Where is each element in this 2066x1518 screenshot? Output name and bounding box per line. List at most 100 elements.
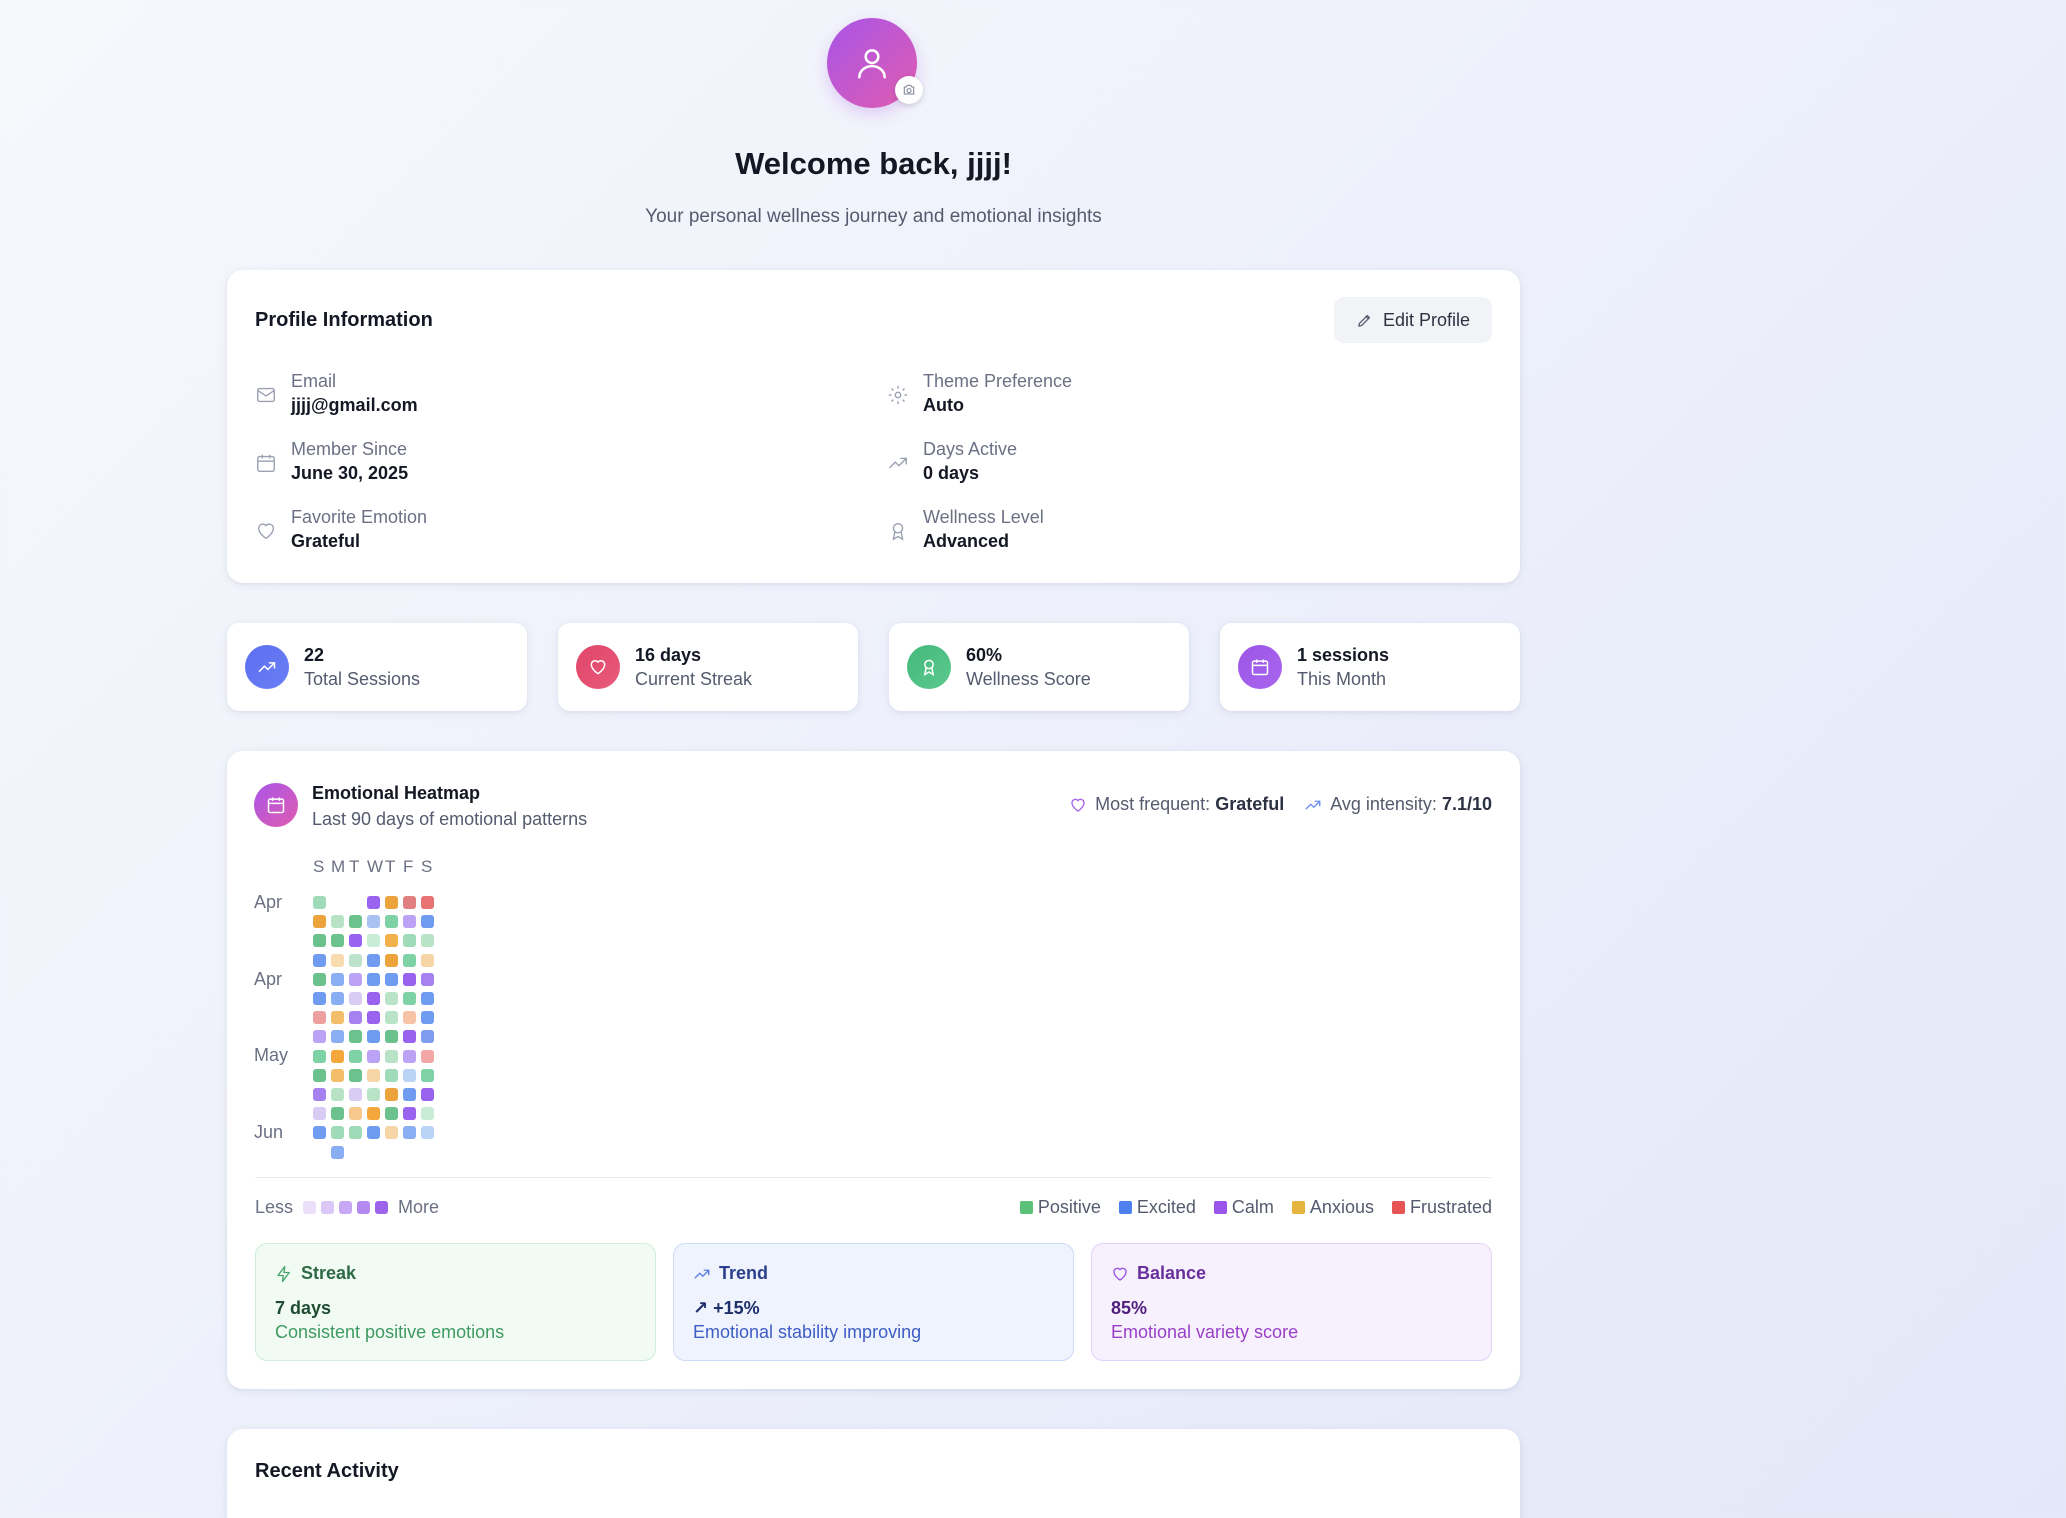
heatmap-cell[interactable]: [421, 1011, 434, 1025]
heatmap-cell[interactable]: [385, 1107, 398, 1121]
heatmap-cell[interactable]: [313, 896, 326, 909]
heatmap-cell[interactable]: [367, 915, 380, 929]
heatmap-cell[interactable]: [367, 896, 380, 909]
heatmap-cell[interactable]: [367, 1126, 380, 1140]
heatmap-cell[interactable]: [385, 1126, 398, 1140]
heatmap-cell[interactable]: [403, 1011, 416, 1025]
heatmap-cell[interactable]: [403, 915, 416, 929]
heatmap-cell[interactable]: [403, 992, 416, 1005]
heatmap-cell[interactable]: [367, 1107, 380, 1121]
heatmap-cell[interactable]: [385, 1068, 398, 1082]
emotional-heatmap-card: Emotional Heatmap Last 90 days of emotio…: [227, 751, 1520, 1389]
heatmap-cell[interactable]: [349, 953, 362, 967]
heatmap-cell[interactable]: [403, 896, 416, 909]
heatmap-cell[interactable]: [313, 972, 326, 986]
heatmap-cell[interactable]: [331, 1049, 344, 1063]
heatmap-cell[interactable]: [349, 1049, 362, 1063]
heatmap-cell[interactable]: [403, 1068, 416, 1082]
heatmap-cell[interactable]: [331, 1145, 344, 1159]
heatmap-cell[interactable]: [403, 1088, 416, 1101]
heatmap-cell[interactable]: [313, 1068, 326, 1082]
heatmap-cell[interactable]: [403, 972, 416, 986]
heatmap-cell[interactable]: [385, 934, 398, 948]
heatmap-cell[interactable]: [349, 934, 362, 948]
heatmap-cell[interactable]: [367, 1068, 380, 1082]
heatmap-cell[interactable]: [331, 1107, 344, 1121]
heatmap-cell[interactable]: [385, 1030, 398, 1044]
heatmap-cell[interactable]: [421, 1088, 434, 1101]
heatmap-cell[interactable]: [331, 992, 344, 1005]
heatmap-cell[interactable]: [421, 972, 434, 986]
heatmap-cell[interactable]: [367, 1011, 380, 1025]
heatmap-cell[interactable]: [403, 1049, 416, 1063]
heatmap-cell[interactable]: [421, 896, 434, 909]
heatmap-cell[interactable]: [421, 992, 434, 1005]
heatmap-cell[interactable]: [385, 896, 398, 909]
heatmap-cell[interactable]: [421, 1068, 434, 1082]
heatmap-cell[interactable]: [313, 1011, 326, 1025]
heatmap-cell[interactable]: [349, 1107, 362, 1121]
heatmap-cell[interactable]: [385, 915, 398, 929]
heart-icon: [257, 523, 275, 540]
heatmap-cell[interactable]: [421, 1030, 434, 1044]
heatmap-cell[interactable]: [313, 1088, 326, 1101]
heatmap-cell[interactable]: [331, 1011, 344, 1025]
heatmap-cell[interactable]: [367, 1088, 380, 1101]
heart-icon: [590, 660, 606, 675]
heatmap-cell[interactable]: [331, 972, 344, 986]
heatmap-cell[interactable]: [403, 1126, 416, 1140]
heatmap-cell[interactable]: [331, 953, 344, 967]
heatmap-cell[interactable]: [313, 934, 326, 948]
heatmap-cell[interactable]: [421, 934, 434, 948]
edit-profile-button[interactable]: Edit Profile: [1334, 297, 1492, 343]
heatmap-cell[interactable]: [367, 1049, 380, 1063]
heatmap-cell[interactable]: [331, 1068, 344, 1082]
camera-button[interactable]: [895, 76, 923, 104]
avatar[interactable]: [827, 18, 923, 108]
heatmap-cell[interactable]: [385, 972, 398, 986]
heatmap-cell[interactable]: [403, 953, 416, 967]
heatmap-summary: Most frequent: Grateful Avg intensity: 7…: [1069, 794, 1492, 815]
heatmap-cell[interactable]: [313, 1126, 326, 1140]
heatmap-cell[interactable]: [421, 953, 434, 967]
heatmap-cell[interactable]: [349, 972, 362, 986]
heatmap-cell[interactable]: [349, 992, 362, 1005]
heatmap-cell[interactable]: [403, 1030, 416, 1044]
heatmap-cell[interactable]: [313, 1107, 326, 1121]
heatmap-cell[interactable]: [331, 1126, 344, 1140]
heatmap-cell[interactable]: [349, 1088, 362, 1101]
heatmap-cell[interactable]: [349, 1030, 362, 1044]
heatmap-cell[interactable]: [313, 1030, 326, 1044]
heatmap-cell[interactable]: [331, 934, 344, 948]
heatmap-cell[interactable]: [313, 992, 326, 1005]
heatmap-cell[interactable]: [367, 934, 380, 948]
heatmap-cell[interactable]: [331, 1088, 344, 1101]
heatmap-cell[interactable]: [421, 1126, 434, 1140]
heatmap-cell[interactable]: [385, 1049, 398, 1063]
heatmap-cell[interactable]: [385, 992, 398, 1005]
heatmap-cell[interactable]: [313, 915, 326, 929]
heatmap-cell[interactable]: [349, 1011, 362, 1025]
legend-anxious: Anxious: [1291, 1197, 1374, 1218]
month-label: Jun: [254, 1122, 284, 1142]
heatmap-cell[interactable]: [367, 1030, 380, 1044]
heatmap-cell[interactable]: [313, 1049, 326, 1063]
heatmap-cell[interactable]: [331, 915, 344, 929]
heatmap-cell[interactable]: [367, 972, 380, 986]
heatmap-cell[interactable]: [385, 953, 398, 967]
heatmap-cell[interactable]: [421, 915, 434, 929]
heatmap-cell[interactable]: [403, 934, 416, 948]
heatmap-cell[interactable]: [331, 1030, 344, 1044]
heatmap-cell[interactable]: [349, 1068, 362, 1082]
heatmap-cell[interactable]: [367, 992, 380, 1005]
heatmap-cell[interactable]: [385, 1088, 398, 1101]
heatmap-cell[interactable]: [421, 1049, 434, 1063]
stat-icon-circle: [576, 645, 620, 689]
heatmap-cell[interactable]: [313, 953, 326, 967]
heatmap-cell[interactable]: [349, 1126, 362, 1140]
heatmap-cell[interactable]: [385, 1011, 398, 1025]
heatmap-cell[interactable]: [403, 1107, 416, 1121]
heatmap-cell[interactable]: [367, 953, 380, 967]
heatmap-cell[interactable]: [349, 915, 362, 929]
heatmap-cell[interactable]: [421, 1107, 434, 1121]
